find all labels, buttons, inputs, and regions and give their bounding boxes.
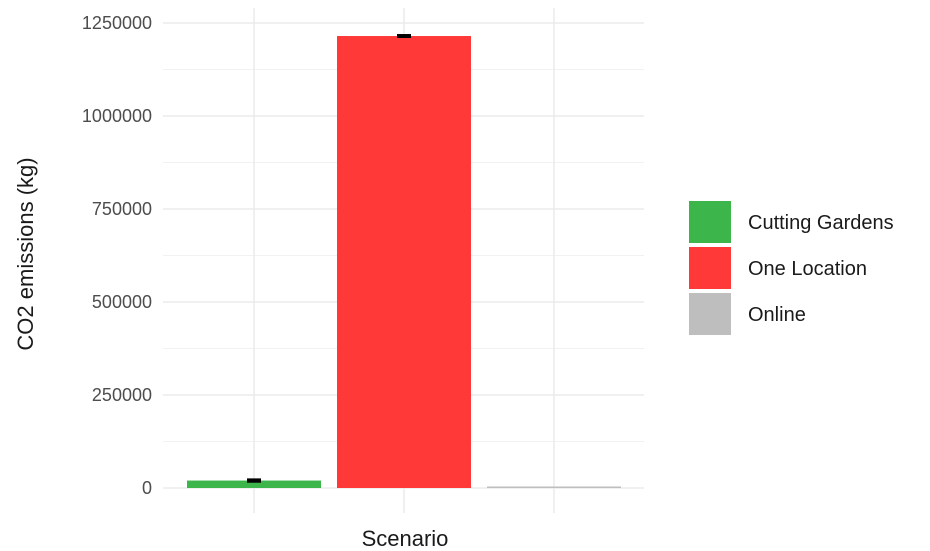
error-bar [397,34,411,39]
error-bar [247,478,261,483]
bar-cutting-gardens [187,480,321,488]
y-tick-label: 0 [142,478,152,498]
legend-key [689,201,731,243]
legend-key [689,247,731,289]
legend: Cutting Gardens One Location Online [689,201,894,335]
y-axis-ticks: 0 250000 500000 750000 1000000 1250000 [82,13,152,498]
y-tick-label: 1000000 [82,106,152,126]
y-tick-label: 500000 [92,292,152,312]
y-axis-title: CO2 emissions (kg) [13,157,38,350]
x-axis-title: Scenario [362,526,449,551]
legend-label: Online [748,304,806,326]
y-tick-label: 750000 [92,199,152,219]
bars [187,36,621,489]
bar-online [487,486,621,488]
y-tick-label: 1250000 [82,13,152,33]
bar-one-location [337,36,471,489]
y-tick-label: 250000 [92,385,152,405]
error-bars [247,34,411,483]
legend-label: Cutting Gardens [748,212,894,234]
legend-label: One Location [748,258,867,280]
legend-key [689,293,731,335]
